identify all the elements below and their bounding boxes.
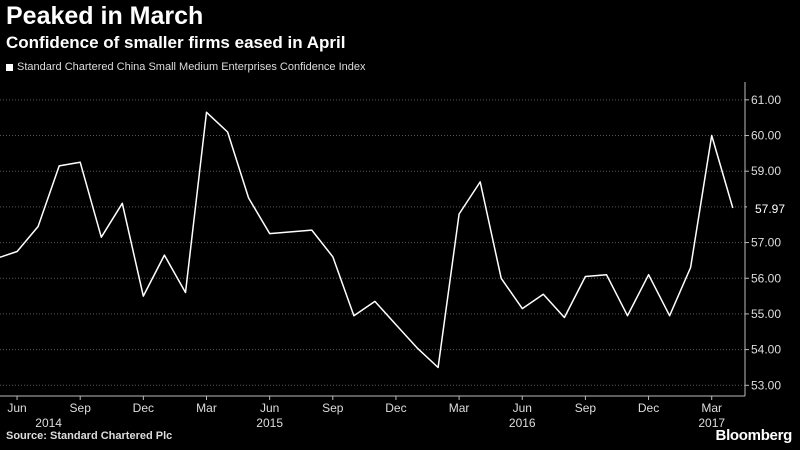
- x-tick-label: Dec: [638, 401, 659, 415]
- last-value-label: 57.97: [755, 202, 785, 216]
- x-tick-label: Mar: [449, 401, 470, 415]
- x-tick-label: Dec: [385, 401, 406, 415]
- series-line: [0, 111, 734, 369]
- y-tick-label: 56.00: [751, 271, 781, 285]
- legend: Standard Chartered China Small Medium En…: [6, 61, 366, 73]
- x-tick-label: Jun: [260, 401, 279, 415]
- x-year-label: 2016: [509, 416, 536, 430]
- legend-label: Standard Chartered China Small Medium En…: [17, 61, 366, 73]
- x-tick-labels: Jun Sep Dec Mar Jun Sep Dec Mar Jun Sep Dec Mar 2014…: [7, 396, 725, 430]
- x-tick-label: Jun: [513, 401, 532, 415]
- y-tick-label: 54.00: [751, 343, 781, 357]
- grid-lines: [0, 99, 745, 386]
- y-tick-labels: 53.0054.0055.0056.0057.0058.0059.0060.00…: [745, 93, 781, 392]
- x-year-label: 2017: [698, 416, 725, 430]
- y-tick-label: 57.00: [751, 236, 781, 250]
- axes: [0, 82, 746, 397]
- y-tick-label: 59.00: [751, 164, 781, 178]
- source-note: Source: Standard Chartered Plc: [6, 430, 173, 442]
- x-tick-label: Mar: [701, 401, 722, 415]
- y-tick-label: 53.00: [751, 378, 781, 392]
- x-tick-label: Mar: [196, 401, 217, 415]
- x-year-label: 2014: [35, 416, 62, 430]
- bloomberg-logo: Bloomberg: [715, 427, 793, 444]
- last-value-callout: 57.97: [747, 199, 795, 216]
- last-value-bg: [747, 199, 795, 216]
- y-tick-label: 60.00: [751, 129, 781, 143]
- x-year-label: 2015: [256, 416, 283, 430]
- legend-swatch: [6, 63, 13, 71]
- chart-title: Peaked in March: [6, 2, 204, 30]
- chart-subtitle: Confidence of smaller firms eased in Apr…: [6, 33, 346, 52]
- x-tick-label: Dec: [133, 401, 154, 415]
- x-tick-label: Sep: [70, 401, 92, 415]
- x-tick-label: Sep: [322, 401, 344, 415]
- x-tick-label: Jun: [7, 401, 26, 415]
- y-tick-label: 55.00: [751, 307, 781, 321]
- y-tick-label: 61.00: [751, 93, 781, 107]
- x-tick-label: Sep: [575, 401, 597, 415]
- series-layer: [0, 111, 734, 369]
